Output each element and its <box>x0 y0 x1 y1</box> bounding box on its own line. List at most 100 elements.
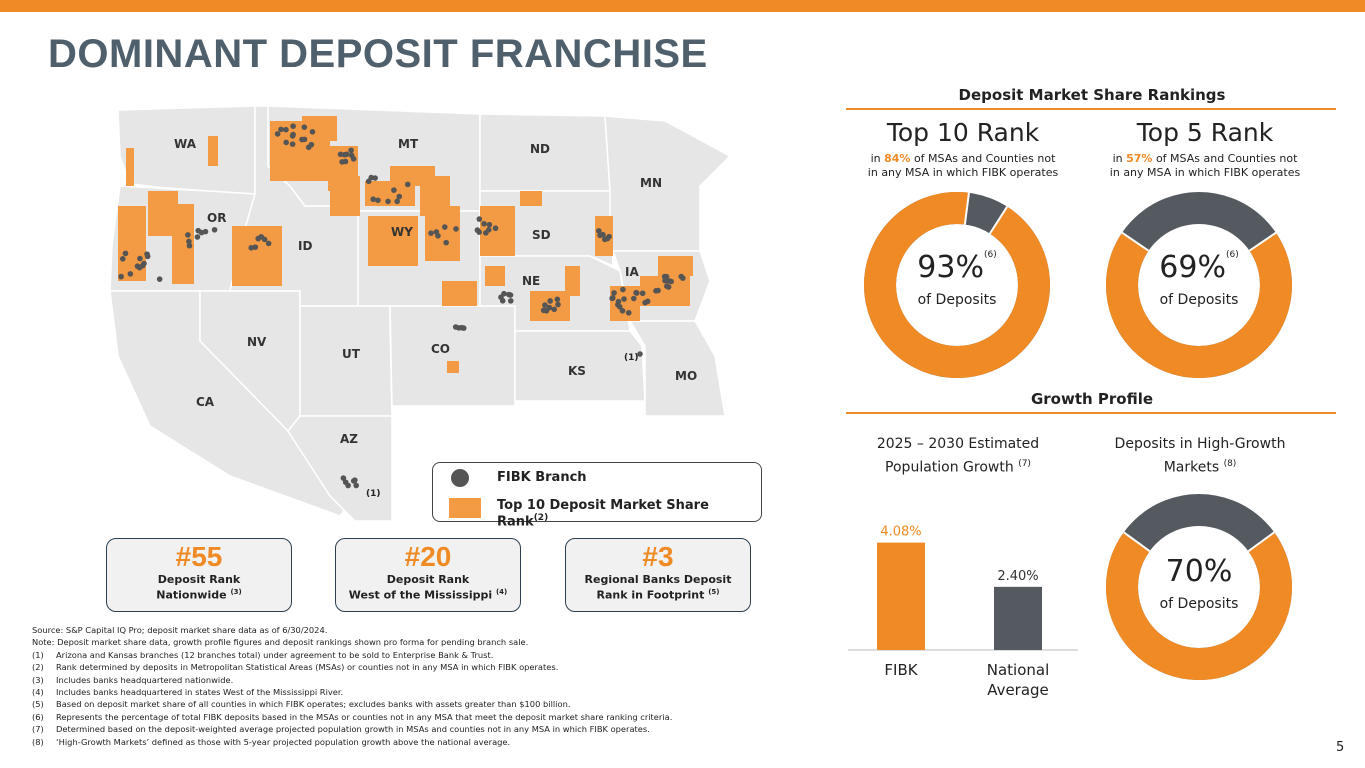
branch-dot <box>555 301 561 308</box>
branch-dot <box>370 196 377 203</box>
branch-footprint-map: WA OR ID MT ND MN SD WY NE IA NV UT CO C… <box>109 105 732 522</box>
branch-dot <box>428 230 434 236</box>
branch-dot <box>486 221 493 228</box>
high-growth-donut <box>1106 494 1292 680</box>
branch-dot <box>309 128 316 135</box>
branch-dot <box>507 292 514 298</box>
branch-dot <box>631 295 637 302</box>
branch-dot-icon <box>451 469 469 487</box>
branch-dot <box>404 181 411 188</box>
branch-dot <box>301 124 308 130</box>
branch-dot <box>394 198 400 205</box>
branch-dot <box>119 256 126 262</box>
branch-dot <box>604 235 611 242</box>
footnote-item: (1) Arizona and Kansas branches (12 branc… <box>32 649 494 660</box>
branch-dot <box>639 290 646 297</box>
top-accent-bar <box>0 0 1365 12</box>
branch-dot <box>455 325 462 331</box>
page-title: DOMINANT DEPOSIT FRANCHISE <box>48 32 708 76</box>
branch-dot <box>433 229 440 235</box>
footnote-source: Source: S&P Capital IQ Pro; deposit mark… <box>32 625 328 635</box>
branch-dot <box>348 147 354 154</box>
branch-dot <box>542 302 548 308</box>
branch-dot <box>625 309 632 316</box>
top10-value: 93%(6) <box>917 250 997 285</box>
branch-dot <box>665 284 672 290</box>
footnote-item: (2) Rank determined by deposits in Metrop… <box>32 662 559 673</box>
branch-dot <box>290 123 296 129</box>
rank-box-nationwide: #55 Deposit Rank Nationwide (3) <box>106 538 292 612</box>
branch-dot <box>301 136 308 143</box>
branch-dot <box>144 253 151 260</box>
state-label-wa: WA <box>174 137 197 151</box>
rank-line1: Deposit Rank <box>157 573 241 586</box>
branch-dot <box>368 174 375 181</box>
state-label-nd: ND <box>530 142 550 156</box>
branch-dot <box>596 228 602 234</box>
branch-dot <box>375 197 381 204</box>
high-growth-slice-gap <box>1123 531 1151 552</box>
state-az <box>287 415 393 522</box>
branch-dot <box>352 477 358 483</box>
branch-dot <box>499 297 506 304</box>
bar-category-label: National <box>987 661 1050 679</box>
branch-dot <box>546 304 553 311</box>
legend-branch: FIBK Branch <box>497 470 587 485</box>
branch-dot <box>642 299 648 306</box>
bar-category-label: Average <box>987 681 1049 699</box>
branch-dot <box>290 131 296 138</box>
branch-dot <box>597 232 603 239</box>
map-note-ks: (1) <box>624 353 639 363</box>
branch-dot <box>127 271 134 277</box>
growth-divider <box>846 412 1336 414</box>
branch-dot <box>391 187 397 193</box>
footnote-note: Note: Deposit market share data, growth … <box>32 637 529 648</box>
branch-dot <box>616 303 623 310</box>
top10-donut <box>864 192 1050 378</box>
branch-dot <box>385 198 391 205</box>
top5-label: of Deposits <box>1159 292 1239 308</box>
branch-dot <box>156 276 163 282</box>
high-growth-slice-gap <box>1247 531 1275 552</box>
legend-rank: Top 10 Deposit Market Share Rank(2) <box>497 498 709 530</box>
branch-dot <box>620 286 626 293</box>
rank-swatch-icon <box>449 498 481 518</box>
map-legend: FIBK Branch Top 10 Deposit Market Share … <box>432 462 762 529</box>
branch-dot <box>668 278 674 285</box>
branch-dot <box>283 126 289 133</box>
state-labels: WA OR ID MT ND MN SD WY NE IA NV UT CO C… <box>174 137 697 446</box>
top10-label: of Deposits <box>917 292 997 308</box>
market-share-header: Deposit Market Share Rankings <box>958 86 1226 104</box>
footnote-item: (3) Includes banks headquartered nationwi… <box>32 674 234 685</box>
branch-dot <box>476 216 483 222</box>
rank-line1: Deposit Rank <box>386 573 470 586</box>
rank-line2: Nationwide (3) <box>156 588 242 602</box>
state-label-ut: UT <box>342 347 361 361</box>
branch-dot <box>345 482 351 489</box>
state-label-mn: MN <box>640 176 662 190</box>
branch-dot <box>137 255 143 262</box>
top5-value: 69%(6) <box>1159 250 1239 285</box>
state-label-ks: KS <box>568 364 586 378</box>
branch-dot <box>289 141 296 147</box>
state-ut <box>299 305 393 417</box>
branch-dot <box>337 151 344 158</box>
branch-dot <box>637 351 643 357</box>
bar-1 <box>994 586 1042 650</box>
footnote-item: (7) Determined based on the deposit-weigh… <box>32 724 650 735</box>
state-label-sd: SD <box>532 228 551 242</box>
high-growth-value: 70% <box>1165 554 1233 589</box>
branch-dot <box>353 482 359 489</box>
branch-dot <box>198 229 205 236</box>
branch-dot <box>481 220 487 227</box>
bar-value-label: 2.40% <box>997 569 1038 584</box>
branch-dot <box>274 131 281 137</box>
state-label-wy: WY <box>391 225 413 239</box>
state-ks <box>514 330 646 402</box>
branch-dot <box>619 307 626 314</box>
branch-dot <box>621 296 627 302</box>
branch-dot <box>554 296 561 303</box>
bar-category-label: FIBK <box>884 661 918 679</box>
rank-line1: Regional Banks Deposit <box>584 573 732 586</box>
market-share-divider <box>846 108 1336 110</box>
